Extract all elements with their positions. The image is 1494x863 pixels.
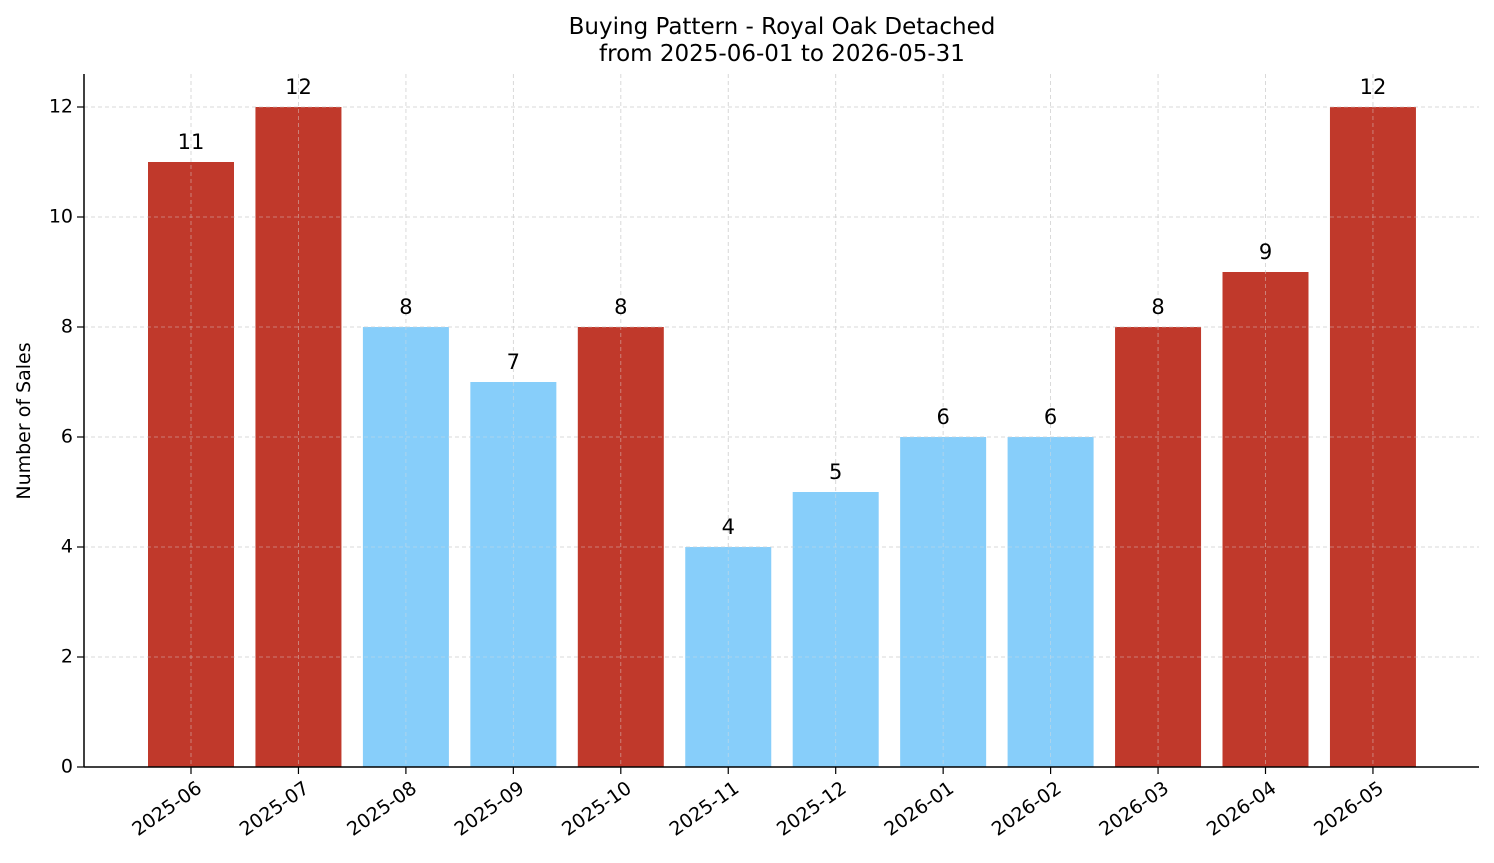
x-tick-label: 2025-09: [451, 777, 529, 841]
chart-subtitle: from 2025-06-01 to 2026-05-31: [599, 41, 965, 67]
data-label: 8: [399, 295, 412, 319]
data-labels-layer: 11 12 8 7 8 4 5 6 6 8 9 12: [178, 75, 1387, 539]
data-label: 8: [1151, 295, 1164, 319]
data-label: 6: [936, 405, 949, 429]
data-label: 8: [614, 295, 627, 319]
data-label: 5: [829, 460, 842, 484]
x-tick-label: 2025-06: [128, 777, 206, 841]
y-tick-label: 4: [61, 536, 73, 558]
bar-2025-06: [148, 162, 234, 767]
y-tick-label: 6: [61, 426, 73, 448]
data-label: 12: [285, 75, 312, 99]
x-tick-label: 2025-10: [558, 777, 636, 841]
grid-overlay: [84, 74, 1479, 768]
data-label: 7: [507, 350, 520, 374]
chart-title: Buying Pattern - Royal Oak Detached: [569, 14, 996, 40]
x-tick-label: 2025-11: [665, 777, 743, 841]
y-axis-label: Number of Sales: [13, 342, 35, 499]
data-label: 11: [178, 130, 205, 154]
data-label: 9: [1259, 240, 1272, 264]
axes-layer: [83, 74, 1479, 768]
x-tick-label: 2026-05: [1310, 777, 1388, 841]
y-tick-label: 12: [49, 96, 73, 118]
data-label: 4: [722, 515, 735, 539]
x-tick-label: 2025-12: [773, 777, 851, 841]
x-tick-label: 2026-01: [880, 777, 958, 841]
y-tick-label: 8: [61, 316, 73, 338]
x-tick-label: 2026-02: [988, 777, 1066, 841]
x-tick-label: 2026-04: [1203, 777, 1281, 841]
data-label: 6: [1044, 405, 1057, 429]
x-tick-label: 2025-08: [343, 777, 421, 841]
y-tick-label: 0: [61, 756, 73, 778]
data-label: 12: [1360, 75, 1387, 99]
y-tick-label: 10: [49, 206, 73, 228]
x-tick-label: 2025-07: [236, 777, 314, 841]
y-tick-label: 2: [61, 646, 73, 668]
x-tick-label: 2026-03: [1095, 777, 1173, 841]
